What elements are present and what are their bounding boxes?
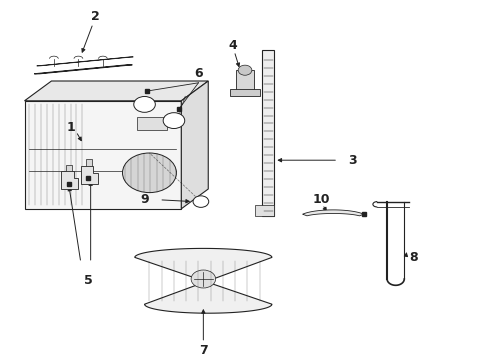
Bar bbox=[230, 89, 260, 96]
Bar bbox=[66, 165, 72, 171]
Bar bbox=[262, 50, 274, 216]
Polygon shape bbox=[37, 57, 133, 66]
Polygon shape bbox=[34, 65, 132, 74]
Text: 2: 2 bbox=[91, 10, 100, 23]
Polygon shape bbox=[181, 81, 208, 209]
Text: 5: 5 bbox=[84, 274, 93, 287]
Circle shape bbox=[122, 153, 176, 193]
Text: 3: 3 bbox=[348, 154, 357, 167]
Text: 6: 6 bbox=[194, 67, 203, 80]
Polygon shape bbox=[81, 166, 98, 184]
Bar bbox=[137, 117, 167, 130]
Bar bbox=[86, 159, 92, 166]
Text: 4: 4 bbox=[228, 39, 237, 51]
Circle shape bbox=[193, 196, 209, 207]
Polygon shape bbox=[24, 81, 208, 101]
Polygon shape bbox=[61, 171, 78, 189]
Circle shape bbox=[238, 65, 252, 75]
Circle shape bbox=[191, 270, 216, 288]
Polygon shape bbox=[135, 248, 272, 313]
Circle shape bbox=[134, 96, 155, 112]
Text: 7: 7 bbox=[199, 345, 208, 357]
Text: 9: 9 bbox=[140, 193, 149, 206]
Text: 10: 10 bbox=[312, 193, 330, 206]
Bar bbox=[236, 70, 254, 90]
Polygon shape bbox=[303, 210, 364, 216]
Text: 8: 8 bbox=[410, 251, 418, 264]
Bar bbox=[255, 205, 274, 216]
Text: 1: 1 bbox=[67, 121, 75, 134]
Bar bbox=[24, 101, 181, 209]
Circle shape bbox=[163, 113, 185, 129]
